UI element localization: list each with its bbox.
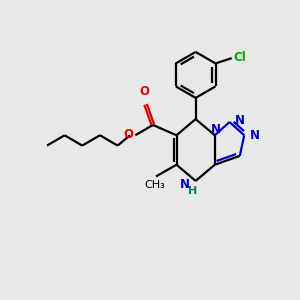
Text: CH₃: CH₃ (144, 180, 165, 190)
Text: N: N (211, 124, 221, 136)
Text: N: N (250, 129, 260, 142)
Text: O: O (124, 128, 134, 141)
Text: H: H (188, 186, 197, 196)
Text: N: N (180, 178, 190, 191)
Text: O: O (139, 85, 149, 98)
Text: Cl: Cl (233, 51, 246, 64)
Text: N: N (235, 114, 245, 127)
